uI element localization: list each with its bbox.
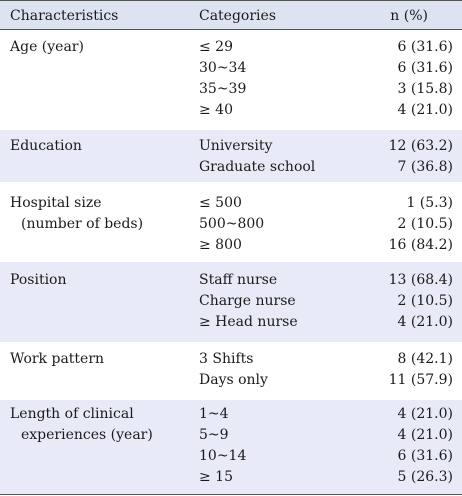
characteristic-label: Position [10, 270, 67, 291]
category-cell: 10~14 [199, 448, 247, 464]
value-cell: 4 (21.0) [397, 406, 453, 422]
category-cell: ≥ Head nurse [199, 314, 298, 330]
table-row: ≥ 40 4 (21.0) [0, 100, 462, 121]
characteristic-label: Age (year) [10, 37, 84, 58]
table-row: ≥ 15 5 (26.3) [0, 467, 462, 488]
group-length-of-clinical: Length of clinical experiences (year) 1~4 4… [0, 400, 462, 494]
table-row: 10~14 6 (31.6) [0, 446, 462, 467]
category-cell: 35~39 [199, 81, 247, 97]
value-cell: 4 (21.0) [397, 102, 453, 118]
table-header: Characteristics Categories n (%) [0, 0, 462, 30]
characteristic-line: Education [10, 138, 82, 154]
value-cell: 7 (36.8) [397, 159, 453, 175]
table-row: University 12 (63.2) [0, 136, 462, 157]
value-cell: 2 (10.5) [397, 293, 453, 309]
category-cell: 500~800 [199, 216, 265, 232]
characteristic-line: Work pattern [10, 351, 105, 367]
category-cell: ≤ 500 [199, 195, 242, 211]
table-row: Staff nurse 13 (68.4) [0, 270, 462, 291]
value-cell: 4 (21.0) [397, 314, 453, 330]
table-row: Graduate school 7 (36.8) [0, 157, 462, 178]
category-cell: 30~34 [199, 60, 247, 76]
category-cell: Days only [199, 372, 268, 388]
table-row: 35~39 3 (15.8) [0, 79, 462, 100]
category-cell: Charge nurse [199, 293, 296, 309]
category-cell: University [199, 138, 273, 154]
characteristic-label: Work pattern [10, 349, 104, 370]
category-cell: ≥ 15 [199, 469, 233, 485]
group-age-year: Age (year) ≤ 29 6 (31.6) 30~34 6 (31.6) 35~39… [0, 30, 462, 130]
category-cell: Staff nurse [199, 272, 278, 288]
characteristic-line: experiences (year) [21, 427, 153, 443]
table-row: 30~34 6 (31.6) [0, 58, 462, 79]
characteristic-line: Age (year) [10, 39, 84, 55]
value-cell: 11 (57.9) [388, 372, 453, 388]
value-cell: 8 (42.1) [397, 351, 453, 367]
category-cell: 1~4 [199, 406, 229, 422]
category-cell: Graduate school [199, 159, 316, 175]
bottom-rule [0, 494, 462, 495]
category-cell: ≥ 40 [199, 102, 233, 118]
table-row: 500~800 2 (10.5) [0, 214, 462, 235]
group-work-pattern: Work pattern 3 Shifts 8 (42.1) Days only 11 … [0, 342, 462, 400]
table-row: 1~4 4 (21.0) [0, 404, 462, 425]
table-row: ≤ 29 6 (31.6) [0, 37, 462, 58]
characteristic-label: Hospital size (number of beds) [10, 193, 143, 235]
value-cell: 6 (31.6) [397, 448, 453, 464]
table-row: 5~9 4 (21.0) [0, 425, 462, 446]
value-cell: 6 (31.6) [397, 39, 453, 55]
table-row: Days only 11 (57.9) [0, 370, 462, 391]
category-cell: ≤ 29 [199, 39, 233, 55]
characteristic-line: (number of beds) [21, 216, 144, 232]
table-row: Charge nurse 2 (10.5) [0, 291, 462, 312]
group-hospital-size: Hospital size (number of beds) ≤ 500 1 (5.3… [0, 182, 462, 262]
value-cell: 3 (15.8) [397, 81, 453, 97]
table-row: ≤ 500 1 (5.3) [0, 193, 462, 214]
value-cell: 1 (5.3) [406, 195, 453, 211]
table-row: 3 Shifts 8 (42.1) [0, 349, 462, 370]
category-cell: 3 Shifts [199, 351, 254, 367]
value-cell: 16 (84.2) [388, 237, 453, 253]
value-cell: 5 (26.3) [397, 469, 453, 485]
category-cell: 5~9 [199, 427, 229, 443]
characteristic-label: Length of clinical experiences (year) [10, 404, 153, 446]
header-characteristics: Characteristics [10, 8, 119, 24]
header-categories: Categories [199, 8, 276, 24]
value-cell: 12 (63.2) [388, 138, 453, 154]
group-position: Position Staff nurse 13 (68.4) Charge nurse… [0, 262, 462, 342]
table-row: ≥ 800 16 (84.2) [0, 235, 462, 256]
characteristic-line: Position [10, 272, 67, 288]
characteristic-line: Length of clinical [10, 406, 134, 422]
value-cell: 6 (31.6) [397, 60, 453, 76]
category-cell: ≥ 800 [199, 237, 242, 253]
group-education: Education University 12 (63.2) Graduate sch… [0, 130, 462, 182]
characteristic-line: Hospital size [10, 195, 102, 211]
value-cell: 13 (68.4) [388, 272, 453, 288]
table-row: ≥ Head nurse 4 (21.0) [0, 312, 462, 333]
header-n-percent: n (%) [390, 8, 428, 24]
characteristic-label: Education [10, 136, 82, 157]
value-cell: 2 (10.5) [397, 216, 453, 232]
value-cell: 4 (21.0) [397, 427, 453, 443]
